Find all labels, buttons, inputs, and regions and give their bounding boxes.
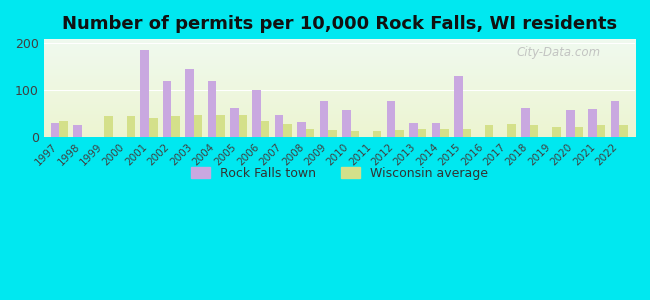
Bar [454, 76, 463, 137]
Bar [163, 81, 172, 137]
Bar [51, 123, 59, 137]
Bar [619, 125, 628, 137]
Bar [530, 125, 538, 137]
Bar [297, 122, 306, 137]
Bar [73, 125, 82, 137]
Bar [432, 123, 440, 137]
Bar [216, 115, 225, 137]
Legend: Rock Falls town, Wisconsin average: Rock Falls town, Wisconsin average [186, 162, 493, 185]
Bar [306, 129, 315, 137]
Bar [261, 121, 270, 137]
Bar [342, 110, 350, 137]
Bar [508, 124, 516, 137]
Bar [252, 90, 261, 137]
Bar [230, 108, 239, 137]
Bar [194, 115, 202, 137]
Bar [208, 81, 216, 137]
Bar [239, 115, 247, 137]
Bar [552, 127, 561, 137]
Text: City-Data.com: City-Data.com [517, 46, 601, 59]
Bar [283, 124, 292, 137]
Bar [575, 127, 583, 137]
Bar [373, 131, 382, 137]
Bar [185, 69, 194, 137]
Bar [521, 108, 530, 137]
Bar [59, 121, 68, 137]
Bar [104, 116, 112, 137]
Title: Number of permits per 10,000 Rock Falls, WI residents: Number of permits per 10,000 Rock Falls,… [62, 15, 617, 33]
Bar [275, 115, 283, 137]
Bar [149, 118, 157, 137]
Bar [127, 116, 135, 137]
Bar [328, 130, 337, 137]
Bar [611, 100, 619, 137]
Bar [410, 123, 418, 137]
Bar [440, 129, 448, 137]
Bar [350, 131, 359, 137]
Bar [395, 130, 404, 137]
Bar [320, 100, 328, 137]
Bar [418, 129, 426, 137]
Bar [172, 116, 180, 137]
Bar [485, 124, 493, 137]
Bar [140, 50, 149, 137]
Bar [566, 110, 575, 137]
Bar [588, 109, 597, 137]
Bar [387, 100, 395, 137]
Bar [597, 125, 605, 137]
Bar [463, 129, 471, 137]
